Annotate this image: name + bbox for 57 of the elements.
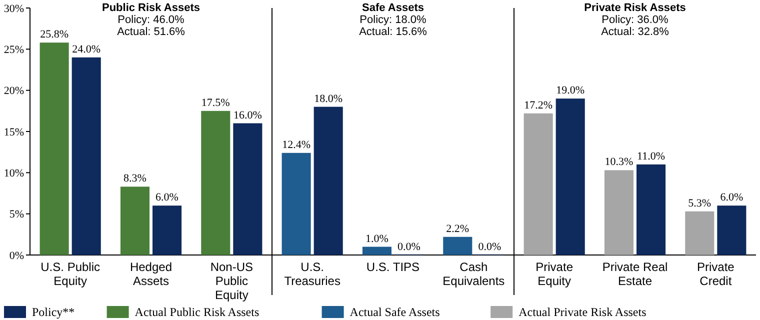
bar	[233, 123, 262, 255]
x-tick-label: Private Credit	[696, 260, 735, 288]
data-label: 18.0%	[314, 92, 343, 105]
y-tick-label: 10%	[4, 168, 24, 180]
annotation: Safe Assets Policy: 18.0% Actual: 15.6%	[359, 2, 428, 38]
bar	[282, 152, 311, 255]
data-label: 8.3%	[124, 172, 146, 185]
data-label: 17.2%	[524, 99, 553, 112]
x-tick-label: U.S. TIPS	[366, 260, 420, 274]
bar	[72, 57, 101, 255]
data-label: 16.0%	[233, 109, 262, 122]
bar	[362, 246, 392, 255]
data-label: 5.3%	[688, 197, 712, 210]
annotation: Private Risk Assets Policy: 36.0% Actual: 32.8%	[584, 2, 686, 38]
x-tick-label: Non-US Public Equity	[210, 260, 254, 302]
legend-label: Actual Private Risk Assets	[518, 305, 647, 319]
annotation: Public Risk Assets Policy: 46.0% Actual: 51.6%	[102, 2, 200, 38]
y-tick-label: 0%	[9, 250, 24, 262]
y-tick-label: 5%	[9, 208, 24, 221]
legend-label: Actual Safe Assets	[350, 305, 440, 319]
bar	[636, 164, 666, 255]
y-tick-label: 25%	[4, 44, 24, 56]
legend-label: Policy**	[32, 305, 75, 319]
x-tick-label: Hedged Assets	[130, 260, 172, 288]
data-label: 10.3%	[604, 156, 634, 168]
data-label: 11.0%	[637, 150, 666, 162]
data-label: 19.0%	[556, 84, 585, 97]
bar	[685, 211, 714, 255]
data-label: 0.0%	[478, 241, 502, 253]
bar	[201, 110, 230, 255]
bar	[556, 98, 585, 255]
data-label: 6.0%	[156, 192, 178, 204]
y-tick-label: 15%	[4, 126, 24, 138]
data-label: 12.4%	[282, 138, 311, 151]
data-label: 6.0%	[720, 192, 744, 204]
bar	[152, 206, 182, 255]
data-label: 17.5%	[201, 96, 230, 109]
bar	[524, 113, 553, 255]
x-tick-label: Private Equity	[536, 260, 574, 288]
legend-label: Actual Public Risk Assets	[134, 305, 260, 319]
data-label: 24.0%	[72, 43, 101, 56]
bar	[314, 106, 343, 255]
y-tick-label: 20%	[4, 85, 24, 98]
x-tick-label: Private Real Estate	[602, 260, 668, 288]
x-tick-label: U.S. Public Equity	[40, 260, 100, 288]
data-label: 0.0%	[398, 241, 420, 253]
bar	[604, 170, 634, 255]
bar	[120, 186, 150, 255]
bar	[717, 206, 746, 255]
x-tick-label: Cash Equivalents	[442, 260, 505, 288]
data-label: 2.2%	[446, 222, 470, 235]
bar	[443, 236, 472, 255]
data-label: 1.0%	[366, 232, 388, 245]
bar	[40, 42, 69, 255]
y-tick-label: 30%	[4, 2, 24, 15]
data-label: 25.8%	[40, 28, 69, 41]
x-tick-label: U.S. Treasuries	[284, 260, 340, 288]
